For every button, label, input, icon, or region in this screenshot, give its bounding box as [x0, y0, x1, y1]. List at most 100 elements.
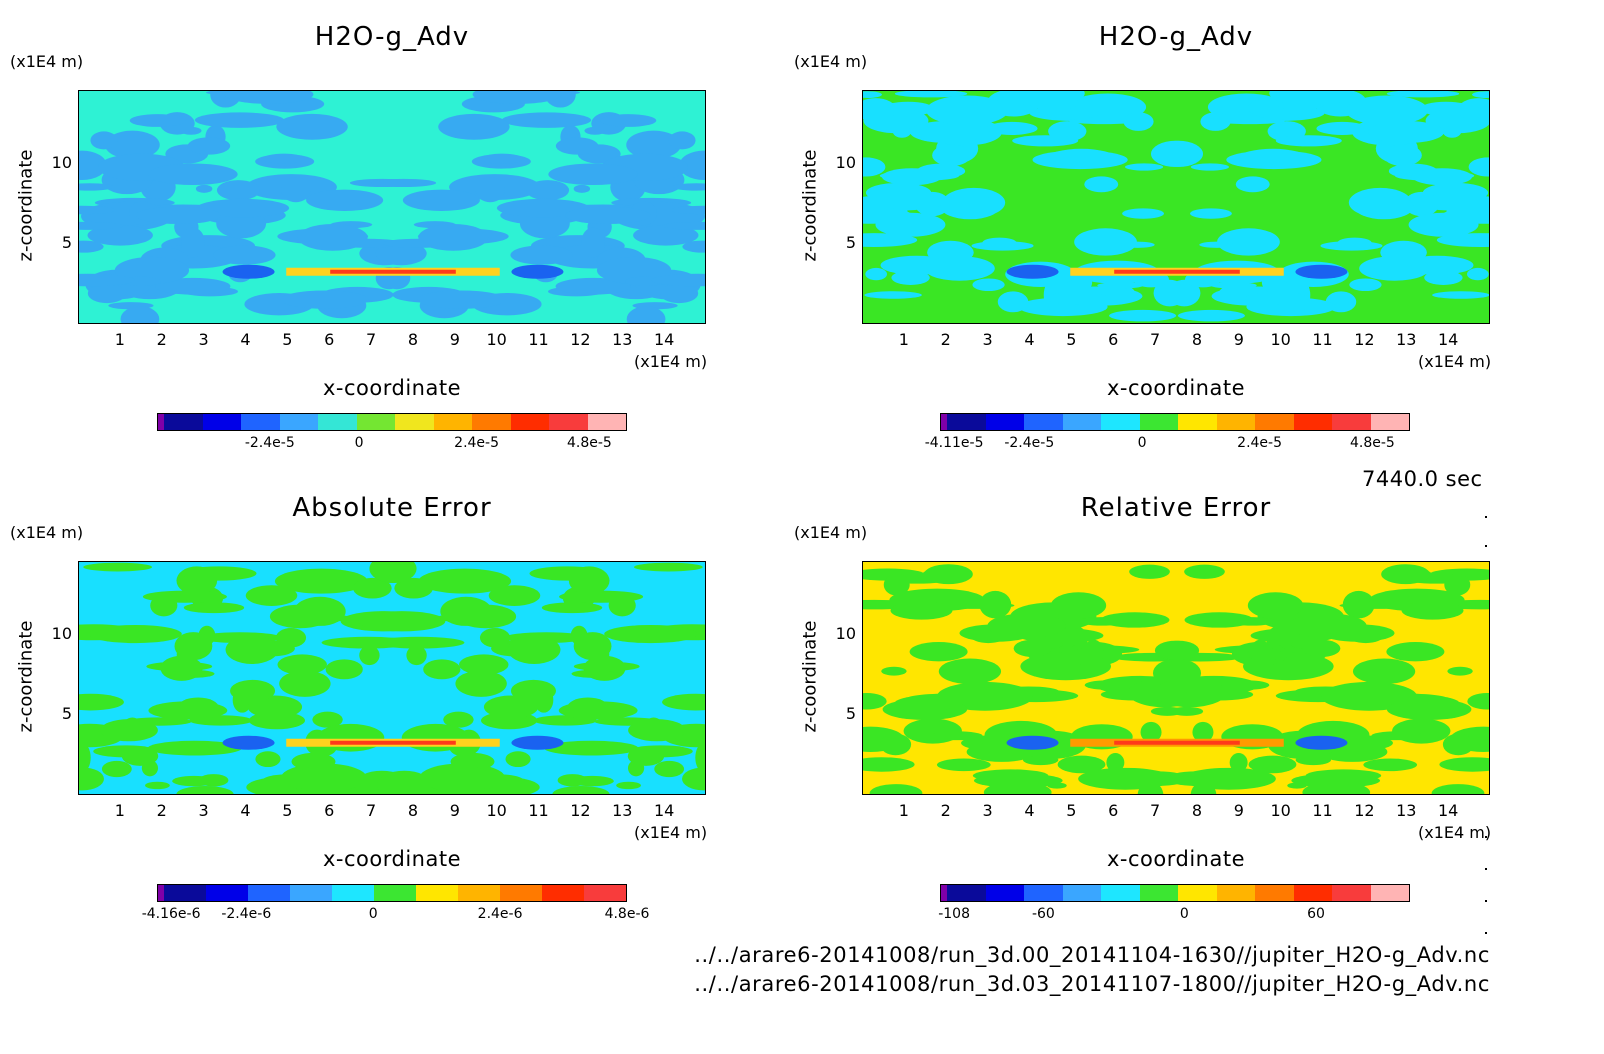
contour-blob — [230, 679, 276, 702]
contour-blob — [1386, 642, 1445, 662]
x-tick-label: 12 — [570, 801, 591, 820]
x-tick-label: 3 — [982, 330, 993, 349]
contour-blob — [1442, 207, 1489, 224]
x-tick-label: 3 — [198, 801, 209, 820]
contour-blob — [1097, 282, 1144, 289]
contour-blob — [195, 184, 213, 193]
contour-blob — [863, 207, 912, 224]
contour-blob — [147, 740, 242, 756]
contour-blob — [275, 628, 307, 648]
colorbar-swatch — [500, 885, 542, 901]
x-tick-label: 4 — [240, 801, 251, 820]
contour-blob — [510, 245, 573, 265]
contour-blob — [247, 695, 303, 719]
colorbar-swatch — [164, 414, 203, 430]
time-label: 7440.0 sec — [1362, 467, 1483, 491]
contour-blob — [894, 91, 968, 98]
contour-blob — [924, 256, 995, 281]
hot-band — [330, 740, 456, 745]
colorbar-swatch — [941, 885, 947, 901]
colorbar-swatch — [549, 414, 588, 430]
contour-blob — [1432, 291, 1489, 299]
contour-blob — [863, 98, 897, 122]
contour-blob — [1001, 91, 1085, 106]
y-axis-label: z-coordinate — [799, 620, 821, 733]
contour-blob — [129, 114, 186, 127]
vortex-feature — [511, 735, 564, 750]
contour-blob — [181, 227, 205, 258]
colorbar-tick-label: 0 — [354, 435, 364, 451]
contour-blob — [1078, 767, 1173, 790]
vortex-feature — [1006, 735, 1059, 750]
contour-blob — [501, 112, 592, 128]
contour-blob — [668, 131, 696, 150]
contour-blob — [600, 114, 657, 127]
panel-title: Relative Error — [1080, 493, 1272, 523]
colorbar-tick-label: 2.4e-5 — [454, 435, 500, 451]
x-tick-label: 9 — [1233, 330, 1244, 349]
x-axis-label: x-coordinate — [1106, 376, 1246, 400]
x-tick-label: 10 — [486, 330, 507, 349]
x-tick-label: 13 — [1396, 801, 1417, 820]
margin-dot — [1485, 545, 1487, 547]
contour-blob — [1069, 117, 1139, 125]
vortex-feature — [222, 264, 275, 279]
colorbar-swatch — [1255, 414, 1294, 430]
contour-blob — [1467, 692, 1489, 710]
contour-blob — [1217, 228, 1280, 256]
contour-blob — [1431, 784, 1485, 794]
contour-blob — [936, 758, 991, 772]
x-tick-label: 3 — [198, 330, 209, 349]
colorbar-swatch — [1024, 885, 1063, 901]
contour-blob — [559, 590, 644, 603]
vortex-feature — [1295, 264, 1348, 279]
footer-file-path: ../../arare6-20141008/run_3d.03_20141107… — [694, 972, 1490, 996]
contour-blob — [573, 632, 612, 661]
contour-blob — [418, 568, 512, 594]
x-unit-label: (x1E4 m) — [1418, 823, 1492, 842]
contour-blob — [90, 131, 118, 150]
colorbar-tick-label: 60 — [1307, 906, 1325, 922]
contour-blob — [1229, 753, 1248, 773]
contour-blob — [1199, 241, 1235, 248]
colorbar-swatch — [1370, 885, 1409, 901]
contour-blob — [880, 733, 912, 756]
contour-blob — [79, 240, 104, 253]
contour-blob — [573, 661, 640, 672]
contour-blob — [505, 751, 531, 768]
contour-blob — [907, 693, 1003, 703]
contour-blob — [353, 577, 392, 599]
contour-blob — [1017, 639, 1064, 650]
contour-blob — [377, 770, 432, 794]
contour-blob — [79, 150, 107, 181]
heatmap-field — [862, 90, 1490, 324]
contour-blob — [1071, 647, 1108, 661]
contour-blob — [881, 666, 907, 676]
contour-blob — [864, 291, 922, 299]
contour-blob — [628, 745, 693, 758]
contour-blob — [1246, 647, 1283, 661]
margin-dot — [1485, 868, 1487, 870]
x-unit-label: (x1E4 m) — [634, 352, 708, 371]
x-tick-label: 14 — [1437, 330, 1459, 349]
hot-band — [330, 269, 456, 274]
contour-blob — [548, 163, 638, 186]
colorbar-tick-label: 0 — [1179, 906, 1189, 922]
colorbar-swatch — [356, 414, 395, 430]
contour-blob — [1442, 125, 1462, 138]
colorbar-swatch — [947, 885, 986, 901]
contour-blob — [358, 611, 446, 632]
contour-blob — [863, 233, 918, 247]
colorbar-swatch — [587, 414, 626, 430]
colorbar-tick-label: 4.8e-5 — [566, 435, 612, 451]
colorbar-swatch — [1062, 414, 1101, 430]
contour-blob — [1363, 758, 1418, 772]
contour-blob — [145, 781, 170, 790]
x-tick-label: 14 — [653, 801, 675, 820]
contour-blob — [938, 602, 1015, 609]
x-tick-label: 9 — [449, 801, 460, 820]
contour-blob — [297, 224, 368, 251]
colorbar-swatch — [510, 414, 549, 430]
x-tick-label: 6 — [324, 330, 335, 349]
heatmap-field — [78, 90, 706, 324]
